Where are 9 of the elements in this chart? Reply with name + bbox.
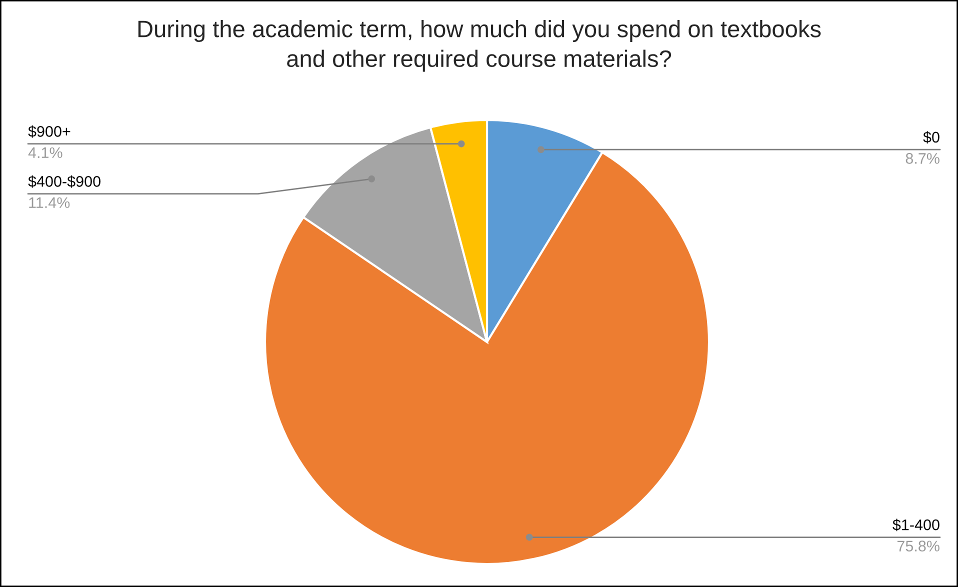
data-label: 75.8% bbox=[897, 540, 940, 552]
slice-label: $900+ bbox=[28, 125, 70, 138]
data-label: 8.7% bbox=[906, 153, 940, 164]
chart-title: During the academic term, how much did you spend on textbooks and other required course materials? bbox=[138, 20, 821, 72]
slice-label: $1-400 bbox=[892, 518, 940, 532]
slice-label: $0 bbox=[923, 131, 940, 144]
data-label: 4.1% bbox=[28, 147, 62, 158]
data-label: 11.4% bbox=[29, 197, 70, 208]
slice-label: $400-$900 bbox=[28, 175, 100, 188]
